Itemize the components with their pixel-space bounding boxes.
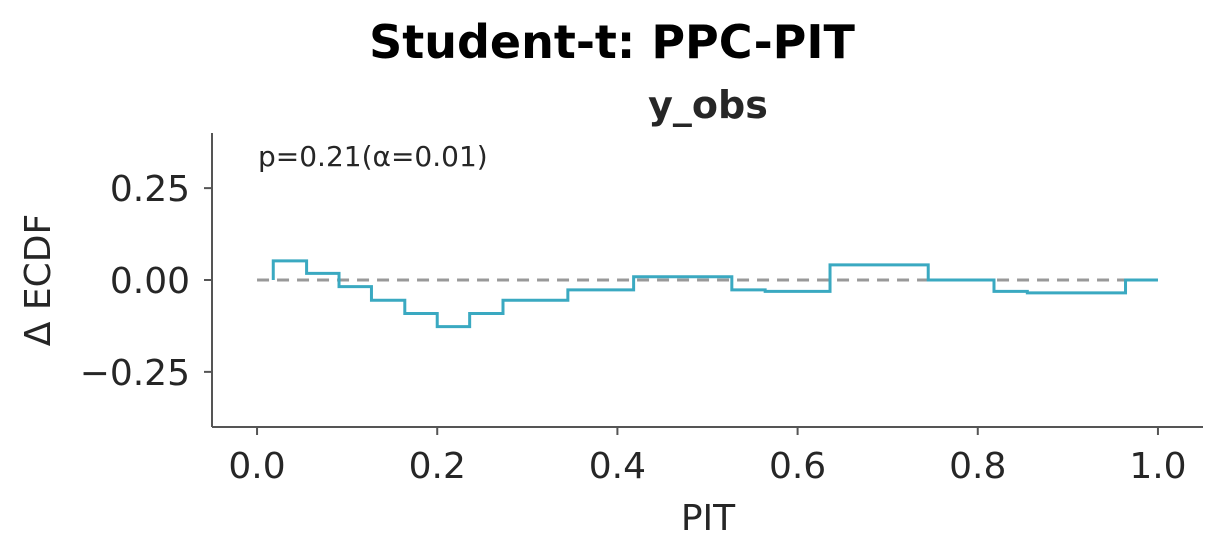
x-tick-label: 0.4 (589, 446, 646, 487)
x-ticks: 0.0 0.2 0.4 0.6 0.8 1.0 (228, 427, 1187, 487)
chart-title: Student-t: PPC-PIT (369, 15, 855, 69)
x-tick-label: 0.2 (409, 446, 466, 487)
y-tick-label: 0.00 (110, 261, 190, 302)
y-axis-label: Δ ECDF (18, 214, 59, 346)
p-value-annotation: p=0.21(α=0.01) (258, 140, 488, 173)
y-tick-label: 0.25 (110, 169, 190, 210)
plot-area: 0.0 0.2 0.4 0.6 0.8 1.0 0.25 0.00 −0.25 (80, 133, 1203, 487)
y-ticks: 0.25 0.00 −0.25 (80, 169, 212, 394)
x-tick-label: 0.8 (949, 446, 1006, 487)
series-line-delta-ecdf (271, 259, 1158, 329)
x-tick-label: 0.0 (228, 446, 285, 487)
axes-title: y_obs (648, 83, 768, 127)
x-tick-label: 0.6 (769, 446, 826, 487)
x-axis-label: PIT (681, 498, 736, 539)
x-tick-label: 1.0 (1129, 446, 1186, 487)
y-tick-label: −0.25 (80, 353, 190, 394)
